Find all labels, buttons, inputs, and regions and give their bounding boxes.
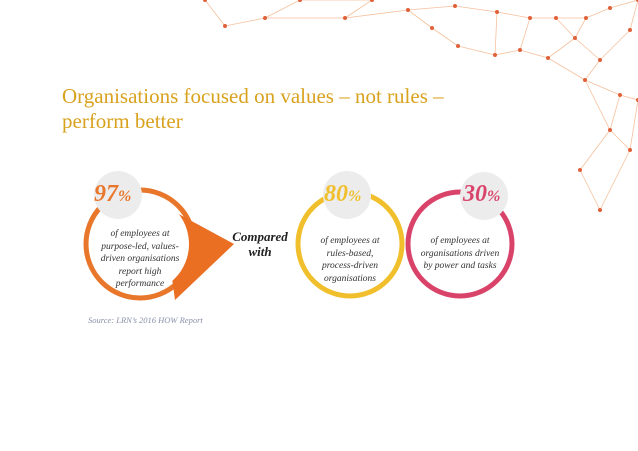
compared-with-label: Compared with: [232, 229, 288, 259]
network-line: [609, 94, 621, 131]
network-line: [407, 5, 456, 11]
slide-title: Organisations focused on values – not ru…: [62, 84, 502, 134]
stat-97-description: of employees at purpose-led, values- dri…: [100, 229, 180, 289]
badge-80: [323, 171, 371, 219]
network-line: [454, 5, 498, 13]
network-node: [608, 128, 612, 132]
network-line: [574, 37, 601, 61]
ring-80-percent: [295, 171, 405, 299]
network-line: [431, 27, 459, 47]
network-line: [519, 49, 549, 59]
network-line: [344, 0, 373, 19]
network-line: [619, 94, 638, 101]
network-line: [629, 0, 638, 31]
network-node: [598, 208, 602, 212]
network-node: [453, 4, 457, 8]
source-note: Source: LRN’s 2016 HOW Report: [88, 315, 203, 325]
network-line: [496, 11, 531, 19]
stat-80-description: of employees at rules-based, process-dri…: [320, 236, 380, 284]
network-decoration: [203, 0, 638, 212]
network-line: [579, 169, 601, 211]
network-line: [599, 149, 631, 211]
network-line: [584, 79, 611, 131]
network-node: [203, 0, 207, 2]
network-line: [457, 45, 496, 56]
stat-80-value: 80%: [324, 181, 362, 207]
network-node: [223, 24, 227, 28]
network-line: [599, 29, 631, 61]
network-line: [579, 129, 611, 171]
network-node: [618, 93, 622, 97]
network-node: [493, 53, 497, 57]
network-node: [456, 44, 460, 48]
network-node: [573, 36, 577, 40]
stat-30-description: of employees at organisations driven by …: [420, 236, 500, 271]
network-node: [518, 48, 522, 52]
stat-97-value: 97%: [94, 181, 132, 207]
network-node: [628, 28, 632, 32]
network-node: [406, 8, 410, 12]
network-node: [628, 148, 632, 152]
network-line: [494, 11, 498, 56]
title-line-2: perform better: [62, 109, 183, 133]
network-node: [554, 16, 558, 20]
network-node: [608, 6, 612, 10]
network-line: [629, 99, 638, 151]
network-line: [264, 0, 301, 19]
network-node: [263, 16, 267, 20]
network-line: [609, 0, 638, 9]
network-node: [584, 16, 588, 20]
network-node: [583, 78, 587, 82]
network-node: [598, 58, 602, 62]
ring-30-percent: [405, 172, 515, 299]
stat-30-value: 30%: [463, 181, 501, 207]
network-line: [407, 9, 433, 29]
network-line: [344, 9, 409, 19]
network-line: [224, 17, 266, 27]
network-line: [555, 17, 576, 39]
network-line: [574, 17, 587, 39]
network-line: [519, 17, 531, 51]
network-node: [546, 56, 550, 60]
badge-97: [94, 171, 142, 219]
network-line: [547, 37, 576, 59]
network-line: [547, 57, 586, 81]
network-line: [609, 129, 631, 151]
network-node: [495, 10, 499, 14]
network-line: [585, 7, 611, 19]
network-node: [430, 26, 434, 30]
network-line: [584, 79, 621, 96]
network-node: [578, 168, 582, 172]
network-line: [494, 49, 521, 56]
network-node: [528, 16, 532, 20]
badge-30: [460, 172, 508, 220]
network-node: [298, 0, 302, 2]
network-line: [204, 0, 226, 27]
network-node: [343, 16, 347, 20]
title-line-1: Organisations focused on values – not ru…: [62, 84, 444, 108]
ring-97-percent: [83, 171, 234, 301]
network-node: [370, 0, 374, 2]
network-line: [584, 59, 601, 81]
